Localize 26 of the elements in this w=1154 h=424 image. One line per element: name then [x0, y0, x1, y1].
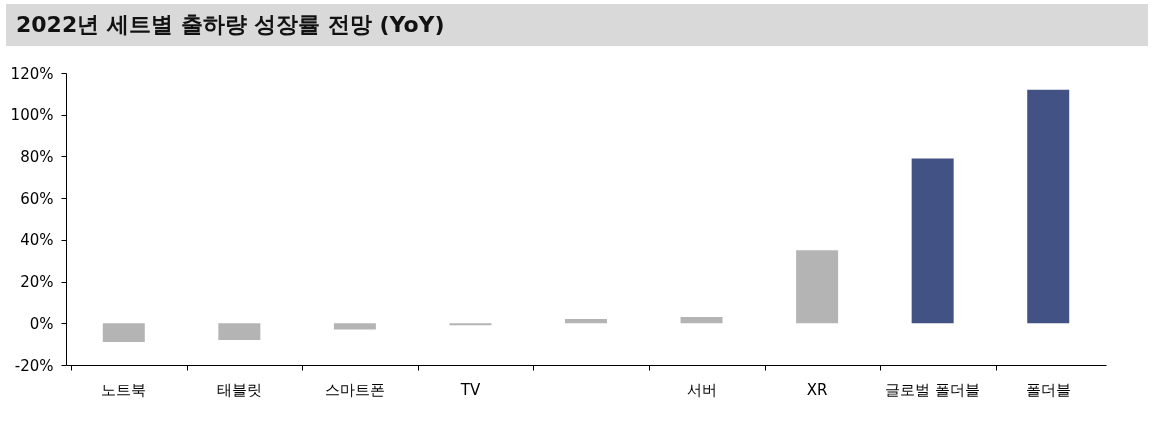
- y-tick-label: 60%: [20, 189, 54, 208]
- x-tick-label: 폴더블: [1025, 380, 1071, 399]
- bar: [680, 317, 723, 324]
- x-tick-label: TV: [459, 380, 481, 399]
- y-tick-label: 40%: [20, 231, 54, 250]
- chart-title: 2022년 세트별 출하량 성장률 전망 (YoY): [6, 4, 1148, 46]
- y-tick-label: 80%: [20, 147, 54, 166]
- x-tick-label: 글로벌 폴더블: [885, 380, 981, 399]
- bar: [449, 323, 492, 326]
- x-tick-label: XR: [806, 380, 828, 399]
- y-tick-label: 120%: [10, 64, 54, 83]
- y-tick-label: 20%: [20, 273, 54, 292]
- x-tick-label: 태블릿: [216, 380, 262, 399]
- y-tick-label: -20%: [14, 356, 54, 375]
- x-tick-label: 서버: [686, 380, 717, 399]
- x-tick-label: 노트북: [101, 380, 147, 399]
- bar: [796, 250, 839, 324]
- y-tick-label: 100%: [10, 106, 54, 125]
- x-tick-label: 스마트폰: [324, 380, 385, 399]
- bar: [333, 323, 376, 330]
- bar: [911, 158, 954, 324]
- bar: [218, 323, 261, 340]
- y-tick-label: 0%: [29, 314, 54, 333]
- bar: [102, 323, 145, 343]
- bar: [565, 319, 607, 324]
- bar: [1027, 89, 1070, 324]
